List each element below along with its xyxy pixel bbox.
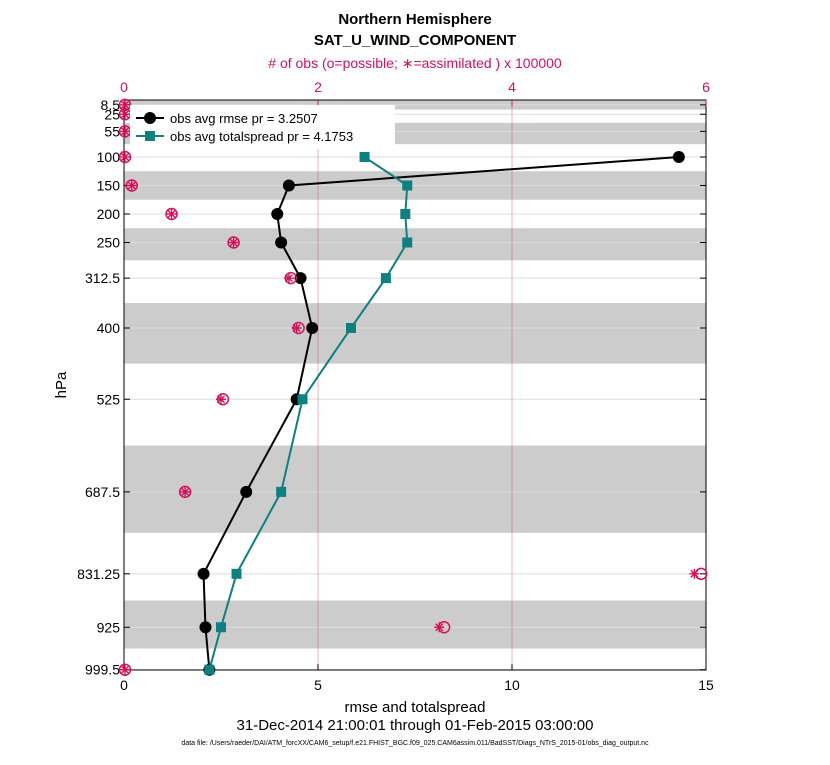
obs-assimilated-marker bbox=[119, 152, 130, 162]
obs-asterisk-stroke bbox=[120, 127, 129, 136]
obs-assimilated-marker bbox=[216, 394, 226, 405]
obs-possible-marker bbox=[227, 236, 240, 249]
top-tick-label: 0 bbox=[120, 79, 128, 95]
rmse-point bbox=[672, 151, 685, 163]
totalspread-point bbox=[276, 486, 287, 497]
totalspread-point bbox=[400, 209, 411, 219]
obs-asterisk-stroke bbox=[120, 100, 129, 109]
level-band bbox=[124, 228, 706, 261]
top-tick-label: 6 bbox=[702, 79, 710, 95]
top-tick-label: 2 bbox=[314, 79, 322, 95]
legend: obs avg rmse pr = 3.2507 obs avg totalsp… bbox=[130, 105, 395, 149]
obs-asterisk-stroke bbox=[284, 274, 293, 283]
obs-asterisk-stroke bbox=[292, 323, 301, 333]
obs-asterisk-stroke bbox=[167, 209, 176, 219]
y-tick-label: 8.5 bbox=[101, 97, 121, 113]
obs-assimilated-marker bbox=[119, 109, 130, 120]
obs-assimilated-marker bbox=[228, 237, 239, 248]
obs-asterisk-stroke bbox=[181, 487, 190, 496]
legend-box bbox=[130, 105, 395, 149]
y-tick-label: 312.5 bbox=[85, 270, 120, 286]
y-tick-label: 100 bbox=[97, 149, 121, 165]
chart-title: Northern Hemisphere bbox=[338, 11, 491, 28]
y-tick-label: 200 bbox=[97, 206, 121, 222]
x-tick-label: 15 bbox=[698, 677, 714, 693]
obs-assimilated-marker bbox=[689, 568, 700, 579]
obs-count-markers bbox=[118, 98, 708, 676]
data-file-path: data file: /Users/raeder/DAI/ATM_forcXX/… bbox=[181, 740, 649, 747]
totalspread-point bbox=[297, 394, 308, 405]
obs-assimilated-marker bbox=[119, 126, 130, 137]
y-tick-label: 400 bbox=[97, 320, 121, 336]
obs-possible-marker bbox=[118, 150, 132, 164]
rmse-point bbox=[240, 485, 253, 498]
obs-assimilated-marker bbox=[166, 209, 177, 219]
obs-assimilated-marker bbox=[180, 486, 191, 497]
rmse-point bbox=[275, 236, 288, 249]
obs-asterisk-stroke bbox=[120, 152, 129, 162]
y-tick-label: 250 bbox=[97, 235, 121, 251]
obs-assimilated-marker bbox=[434, 622, 445, 633]
obs-possible-marker bbox=[118, 663, 132, 676]
top-tick-label: 4 bbox=[508, 79, 516, 95]
chart-subtitle: SAT_U_WIND_COMPONENT bbox=[314, 32, 516, 49]
y-tick-label: 925 bbox=[97, 619, 121, 635]
totalspread-point bbox=[402, 237, 413, 248]
totalspread-point bbox=[359, 152, 370, 162]
plot-frame bbox=[123, 99, 707, 671]
totalspread-point bbox=[380, 273, 391, 284]
obs-assimilated-marker bbox=[119, 99, 130, 110]
y-tick-label: 55 bbox=[104, 123, 120, 139]
legend-rmse-label: obs avg rmse pr = 3.2507 bbox=[170, 111, 318, 126]
obs-possible-marker bbox=[178, 485, 192, 499]
obs-asterisk-stroke bbox=[127, 181, 136, 190]
y-tick-label: 25 bbox=[104, 106, 120, 122]
x-tick-label: 10 bbox=[504, 677, 520, 693]
x-tick-label: 5 bbox=[314, 677, 322, 693]
level-band bbox=[124, 303, 706, 364]
rmse-point bbox=[294, 272, 307, 285]
bottom-axis-ticks: 0 5 10 15 bbox=[120, 664, 714, 693]
totalspread-point bbox=[345, 323, 356, 333]
totalspread-point bbox=[402, 180, 413, 191]
x-tick-label: 0 bbox=[120, 677, 128, 693]
obs-asterisk-stroke bbox=[120, 110, 129, 119]
legend-spread-marker bbox=[145, 131, 155, 141]
obs-asterisk-stroke bbox=[216, 395, 226, 404]
rmse-point bbox=[271, 208, 284, 220]
y-tick-label: 525 bbox=[97, 391, 121, 407]
level-band bbox=[124, 445, 706, 533]
date-range: 31-Dec-2014 21:00:01 through 01-Feb-2015… bbox=[237, 717, 594, 734]
obs-asterisk-stroke bbox=[120, 665, 129, 674]
y-tick-label: 687.5 bbox=[85, 484, 120, 500]
obs-assimilated-marker bbox=[291, 323, 302, 333]
y-tick-label: 999.5 bbox=[85, 662, 120, 678]
obs-asterisk-stroke bbox=[229, 238, 238, 247]
rmse-point bbox=[282, 179, 295, 192]
obs-assimilated-marker bbox=[119, 664, 130, 675]
y-axis-label: hPa bbox=[53, 371, 70, 398]
obs-possible-marker bbox=[165, 207, 178, 221]
x-axis-label: rmse and totalspread bbox=[345, 699, 486, 716]
level-band bbox=[124, 600, 706, 649]
rmse-point bbox=[197, 567, 210, 580]
y-tick-label: 831.25 bbox=[77, 566, 120, 582]
legend-spread-label: obs avg totalspread pr = 4.1753 bbox=[170, 129, 353, 144]
obs-assimilated-marker bbox=[126, 180, 137, 191]
legend-rmse-marker bbox=[144, 112, 156, 124]
obs-assimilated-marker bbox=[283, 273, 294, 284]
y-tick-label: 150 bbox=[97, 178, 121, 194]
totalspread-point bbox=[216, 622, 226, 633]
totalspread-point bbox=[231, 568, 242, 579]
obs-asterisk-stroke bbox=[435, 623, 444, 632]
rmse-point bbox=[306, 322, 319, 334]
rmse-point bbox=[199, 621, 212, 634]
obs-asterisk-stroke bbox=[690, 569, 699, 578]
obs-possible-marker bbox=[125, 179, 139, 192]
totalspread-point bbox=[204, 664, 215, 675]
top-axis-label: # of obs (o=possible; ∗=assimilated ) x … bbox=[268, 55, 562, 71]
series-group bbox=[197, 151, 685, 676]
